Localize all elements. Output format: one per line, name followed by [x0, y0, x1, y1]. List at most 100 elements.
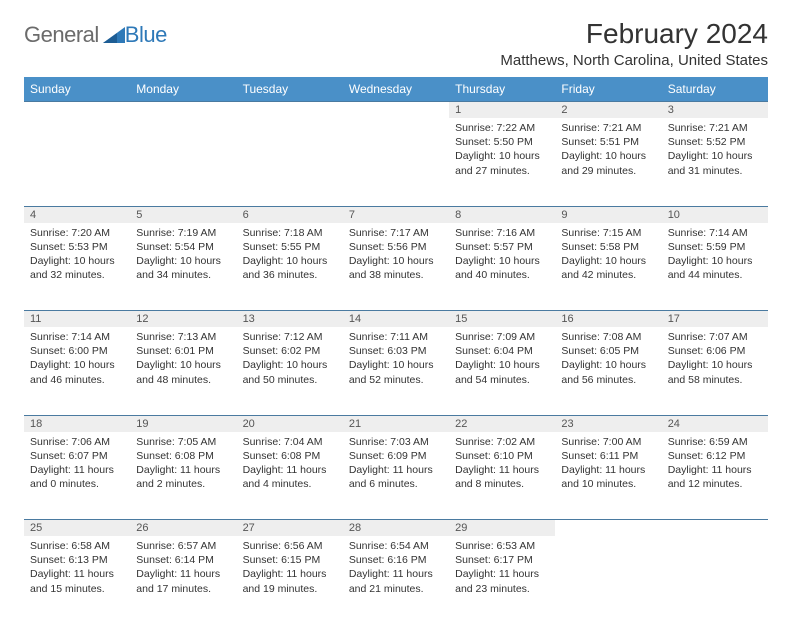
day-cell: Sunrise: 6:53 AMSunset: 6:17 PMDaylight:… [449, 536, 555, 624]
day-cell: Sunrise: 7:16 AMSunset: 5:57 PMDaylight:… [449, 223, 555, 311]
day-number-cell: 5 [130, 206, 236, 223]
day-number-cell: 6 [237, 206, 343, 223]
weekday-header: Thursday [449, 77, 555, 102]
day1-text: Daylight: 10 hours [136, 358, 230, 372]
day1-text: Daylight: 10 hours [455, 358, 549, 372]
sunset-text: Sunset: 5:53 PM [30, 240, 124, 254]
day-cell: Sunrise: 7:21 AMSunset: 5:51 PMDaylight:… [555, 118, 661, 206]
logo-word-blue: Blue [125, 22, 167, 48]
day-cell: Sunrise: 7:19 AMSunset: 5:54 PMDaylight:… [130, 223, 236, 311]
content-row: Sunrise: 7:06 AMSunset: 6:07 PMDaylight:… [24, 432, 768, 520]
day-number-cell: 19 [130, 415, 236, 432]
sunrise-text: Sunrise: 7:16 AM [455, 226, 549, 240]
day-cell [237, 118, 343, 206]
sunset-text: Sunset: 6:05 PM [561, 344, 655, 358]
day-number-cell: 12 [130, 311, 236, 328]
day1-text: Daylight: 11 hours [136, 463, 230, 477]
weekday-header-row: SundayMondayTuesdayWednesdayThursdayFrid… [24, 77, 768, 102]
sunset-text: Sunset: 6:03 PM [349, 344, 443, 358]
day1-text: Daylight: 10 hours [136, 254, 230, 268]
day-cell: Sunrise: 7:15 AMSunset: 5:58 PMDaylight:… [555, 223, 661, 311]
day-cell [24, 118, 130, 206]
day1-text: Daylight: 11 hours [561, 463, 655, 477]
day2-text: and 38 minutes. [349, 268, 443, 282]
sunrise-text: Sunrise: 7:15 AM [561, 226, 655, 240]
day-number-cell: 9 [555, 206, 661, 223]
day2-text: and 19 minutes. [243, 582, 337, 596]
sunrise-text: Sunrise: 6:53 AM [455, 539, 549, 553]
sunrise-text: Sunrise: 7:13 AM [136, 330, 230, 344]
sunset-text: Sunset: 5:59 PM [668, 240, 762, 254]
day2-text: and 27 minutes. [455, 164, 549, 178]
weekday-header: Friday [555, 77, 661, 102]
day2-text: and 29 minutes. [561, 164, 655, 178]
day-number-cell [343, 102, 449, 119]
sunset-text: Sunset: 6:11 PM [561, 449, 655, 463]
day-cell: Sunrise: 6:59 AMSunset: 6:12 PMDaylight:… [662, 432, 768, 520]
day1-text: Daylight: 10 hours [455, 254, 549, 268]
sunrise-text: Sunrise: 7:14 AM [668, 226, 762, 240]
day2-text: and 8 minutes. [455, 477, 549, 491]
sunset-text: Sunset: 5:56 PM [349, 240, 443, 254]
day1-text: Daylight: 10 hours [455, 149, 549, 163]
day-number-cell: 13 [237, 311, 343, 328]
sunrise-text: Sunrise: 6:58 AM [30, 539, 124, 553]
day-number-cell: 3 [662, 102, 768, 119]
sunrise-text: Sunrise: 7:00 AM [561, 435, 655, 449]
sunrise-text: Sunrise: 7:18 AM [243, 226, 337, 240]
day2-text: and 44 minutes. [668, 268, 762, 282]
weekday-header: Monday [130, 77, 236, 102]
day-number-cell: 11 [24, 311, 130, 328]
sunset-text: Sunset: 6:15 PM [243, 553, 337, 567]
day-cell: Sunrise: 7:13 AMSunset: 6:01 PMDaylight:… [130, 327, 236, 415]
day-number-cell: 16 [555, 311, 661, 328]
sunset-text: Sunset: 6:13 PM [30, 553, 124, 567]
day2-text: and 2 minutes. [136, 477, 230, 491]
sunset-text: Sunset: 6:14 PM [136, 553, 230, 567]
sunset-text: Sunset: 6:08 PM [243, 449, 337, 463]
day2-text: and 46 minutes. [30, 373, 124, 387]
sunrise-text: Sunrise: 7:22 AM [455, 121, 549, 135]
content-row: Sunrise: 7:14 AMSunset: 6:00 PMDaylight:… [24, 327, 768, 415]
day2-text: and 56 minutes. [561, 373, 655, 387]
day-number-cell: 20 [237, 415, 343, 432]
day2-text: and 58 minutes. [668, 373, 762, 387]
triangle-icon [103, 27, 125, 43]
day-cell: Sunrise: 7:21 AMSunset: 5:52 PMDaylight:… [662, 118, 768, 206]
day-cell: Sunrise: 7:08 AMSunset: 6:05 PMDaylight:… [555, 327, 661, 415]
day1-text: Daylight: 11 hours [30, 567, 124, 581]
day-cell: Sunrise: 7:18 AMSunset: 5:55 PMDaylight:… [237, 223, 343, 311]
sunrise-text: Sunrise: 7:09 AM [455, 330, 549, 344]
day1-text: Daylight: 11 hours [455, 463, 549, 477]
weekday-header: Tuesday [237, 77, 343, 102]
sunrise-text: Sunrise: 7:14 AM [30, 330, 124, 344]
sunrise-text: Sunrise: 7:06 AM [30, 435, 124, 449]
day1-text: Daylight: 10 hours [30, 358, 124, 372]
day1-text: Daylight: 11 hours [136, 567, 230, 581]
day-cell: Sunrise: 7:07 AMSunset: 6:06 PMDaylight:… [662, 327, 768, 415]
day-number-cell: 15 [449, 311, 555, 328]
logo: General Blue [24, 22, 167, 48]
day2-text: and 23 minutes. [455, 582, 549, 596]
day-cell: Sunrise: 7:05 AMSunset: 6:08 PMDaylight:… [130, 432, 236, 520]
sunrise-text: Sunrise: 7:20 AM [30, 226, 124, 240]
day-number-cell: 21 [343, 415, 449, 432]
top-bar: General Blue February 2024 Matthews, Nor… [24, 18, 768, 69]
day-cell: Sunrise: 6:58 AMSunset: 6:13 PMDaylight:… [24, 536, 130, 624]
sunset-text: Sunset: 6:04 PM [455, 344, 549, 358]
day2-text: and 15 minutes. [30, 582, 124, 596]
day-number-cell: 2 [555, 102, 661, 119]
sunset-text: Sunset: 5:54 PM [136, 240, 230, 254]
day-number-cell: 28 [343, 520, 449, 537]
sunset-text: Sunset: 6:16 PM [349, 553, 443, 567]
day-number-cell: 24 [662, 415, 768, 432]
day1-text: Daylight: 10 hours [561, 149, 655, 163]
day1-text: Daylight: 10 hours [561, 358, 655, 372]
day-number-cell: 4 [24, 206, 130, 223]
day2-text: and 52 minutes. [349, 373, 443, 387]
day1-text: Daylight: 10 hours [668, 358, 762, 372]
sunset-text: Sunset: 5:55 PM [243, 240, 337, 254]
day-cell: Sunrise: 7:14 AMSunset: 6:00 PMDaylight:… [24, 327, 130, 415]
day-number-cell: 26 [130, 520, 236, 537]
daynum-row: 18192021222324 [24, 415, 768, 432]
